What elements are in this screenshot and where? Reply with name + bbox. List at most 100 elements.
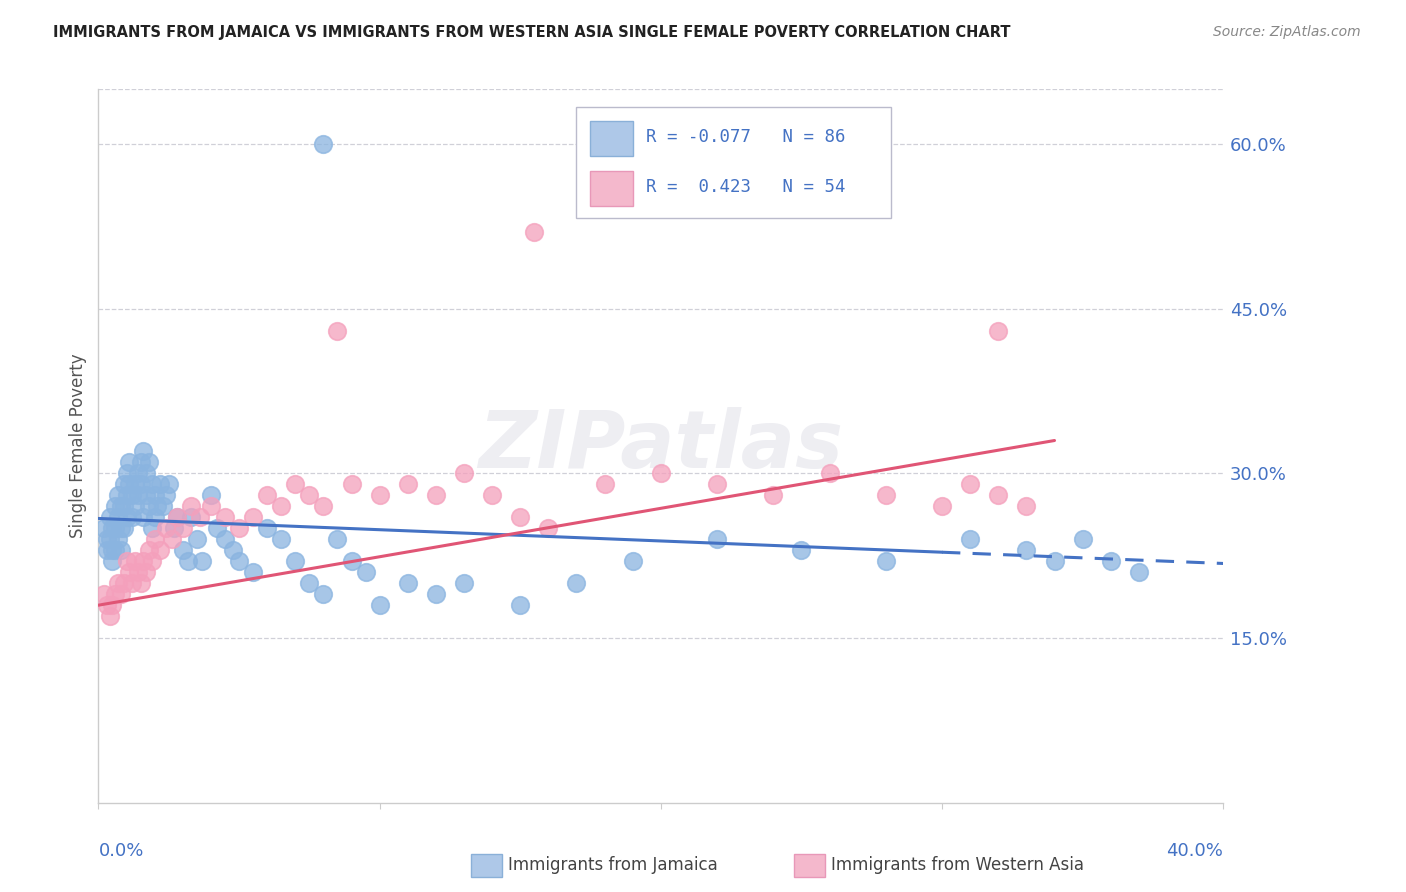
Point <box>138 455 160 469</box>
FancyBboxPatch shape <box>591 121 633 155</box>
Point <box>1071 533 1094 547</box>
Point <box>228 521 250 535</box>
Point <box>155 488 177 502</box>
Point <box>214 533 236 547</box>
Point <box>270 533 292 547</box>
Point <box>129 455 152 469</box>
Point <box>104 587 127 601</box>
Point <box>132 510 155 524</box>
Point <box>112 521 135 535</box>
Point <box>368 598 391 612</box>
Point <box>396 576 419 591</box>
Point <box>214 510 236 524</box>
Point <box>172 521 194 535</box>
Point <box>312 587 335 601</box>
Point <box>101 554 124 568</box>
Point <box>228 554 250 568</box>
Point <box>138 500 160 514</box>
Point <box>143 488 166 502</box>
Point <box>107 488 129 502</box>
Point <box>93 587 115 601</box>
Point <box>425 488 447 502</box>
Point <box>931 500 953 514</box>
Point <box>112 500 135 514</box>
Point <box>104 521 127 535</box>
Point <box>118 566 141 580</box>
Point <box>188 510 211 524</box>
Text: R = -0.077   N = 86: R = -0.077 N = 86 <box>647 128 845 146</box>
Point <box>205 521 228 535</box>
Point <box>396 477 419 491</box>
Point <box>143 510 166 524</box>
Point <box>453 467 475 481</box>
Point <box>135 467 157 481</box>
Point <box>481 488 503 502</box>
Point <box>104 543 127 558</box>
Point <box>93 521 115 535</box>
Point <box>129 477 152 491</box>
Point <box>127 467 149 481</box>
Point <box>101 598 124 612</box>
Point <box>326 324 349 338</box>
Point <box>368 488 391 502</box>
Point <box>115 510 138 524</box>
Text: IMMIGRANTS FROM JAMAICA VS IMMIGRANTS FROM WESTERN ASIA SINGLE FEMALE POVERTY CO: IMMIGRANTS FROM JAMAICA VS IMMIGRANTS FR… <box>53 25 1011 40</box>
Point <box>107 576 129 591</box>
Point <box>152 500 174 514</box>
Point <box>180 500 202 514</box>
Point <box>141 477 163 491</box>
Text: Source: ZipAtlas.com: Source: ZipAtlas.com <box>1213 25 1361 39</box>
Point <box>326 533 349 547</box>
Point <box>509 510 531 524</box>
Point <box>706 533 728 547</box>
Point <box>762 488 785 502</box>
Point <box>127 488 149 502</box>
Point <box>96 598 118 612</box>
Point <box>284 554 307 568</box>
Point <box>565 576 588 591</box>
Point <box>157 477 180 491</box>
Text: Immigrants from Western Asia: Immigrants from Western Asia <box>831 856 1084 874</box>
Point <box>987 488 1010 502</box>
Point <box>110 587 132 601</box>
Point <box>101 521 124 535</box>
Text: 0.0%: 0.0% <box>98 842 143 860</box>
Point <box>104 500 127 514</box>
Point <box>242 566 264 580</box>
Point <box>298 488 321 502</box>
Point <box>127 566 149 580</box>
Point <box>118 455 141 469</box>
Text: Immigrants from Jamaica: Immigrants from Jamaica <box>508 856 717 874</box>
Point <box>129 576 152 591</box>
Point <box>1015 543 1038 558</box>
Point <box>146 500 169 514</box>
Point <box>312 500 335 514</box>
Point <box>200 488 222 502</box>
Point <box>354 566 377 580</box>
Point <box>163 521 186 535</box>
Point <box>118 477 141 491</box>
Point <box>115 467 138 481</box>
FancyBboxPatch shape <box>576 107 891 218</box>
Point <box>107 510 129 524</box>
Point <box>166 510 188 524</box>
Point <box>155 521 177 535</box>
Point <box>222 543 245 558</box>
Point <box>706 477 728 491</box>
Point <box>537 521 560 535</box>
Point <box>959 533 981 547</box>
Point <box>132 444 155 458</box>
Point <box>200 500 222 514</box>
Point <box>121 488 143 502</box>
Point <box>138 543 160 558</box>
Point <box>110 543 132 558</box>
Point <box>509 598 531 612</box>
Point <box>112 576 135 591</box>
Point <box>453 576 475 591</box>
Point <box>818 467 841 481</box>
Point <box>425 587 447 601</box>
Point <box>875 554 897 568</box>
Point <box>135 488 157 502</box>
Point <box>115 488 138 502</box>
Point <box>177 554 200 568</box>
